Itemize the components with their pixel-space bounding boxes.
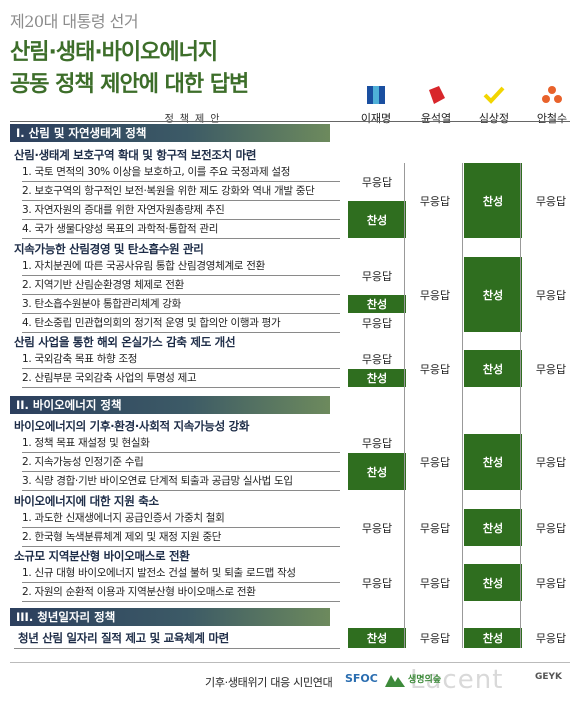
column-separator	[520, 163, 521, 648]
answer-cell: 무응답	[535, 194, 567, 208]
candidate-yoon: 윤석열	[406, 84, 466, 126]
list-item: 2. 지역기반 산림순환경영 체제로 전환	[22, 276, 340, 295]
candidate-ahn: 안철수	[522, 84, 580, 126]
list-item: 2. 산림부문 국외감축 사업의 투명성 제고	[22, 369, 340, 388]
answer-cell: 무응답	[361, 269, 393, 283]
page-title-line2: 공동 정책 제안에 대한 답변	[10, 72, 249, 97]
answer-cell: 찬성	[464, 350, 522, 387]
forest-logo: 생명의숲	[408, 675, 442, 685]
list-item: 4. 탄소중립 민관협의회의 정기적 운영 및 합의안 이행과 평가	[22, 314, 340, 333]
answer-cell: 찬성	[464, 163, 522, 238]
answer-cell: 찬성	[464, 434, 522, 490]
answer-cell: 찬성	[348, 369, 406, 387]
yellow-check-icon	[483, 86, 505, 104]
page-title-line1: 산림·생태·바이오에너지	[10, 40, 218, 65]
answer-cell: 무응답	[419, 576, 451, 590]
answer-cell: 찬성	[348, 628, 406, 648]
answer-cell: 무응답	[419, 288, 451, 302]
sfoc-logo: SFOC	[345, 672, 378, 685]
answer-cell: 무응답	[361, 576, 393, 590]
blue-square-icon	[367, 86, 385, 104]
candidate-sim: 심상정	[464, 84, 524, 126]
subsection-title: 산림 사업을 통한 해외 온실가스 감축 제도 개선	[14, 335, 236, 349]
answer-cell: 무응답	[535, 576, 567, 590]
answer-cell: 찬성	[348, 201, 406, 238]
subsection-title: 산림·생태계 보호구역 확대 및 항구적 보전조치 마련	[14, 148, 257, 162]
list-item: 3. 자연자원의 증대를 위한 자연자원총량제 추진	[22, 201, 340, 220]
answer-cell: 찬성	[464, 564, 522, 601]
column-separator	[462, 163, 463, 648]
list-item: 2. 한국형 녹색분류체계 제외 및 재정 지원 중단	[22, 528, 340, 547]
geyk-logo: GEYK	[535, 672, 563, 682]
tree-logo-icon	[385, 672, 405, 687]
answer-cell: 무응답	[361, 353, 393, 366]
column-header: 정책제안	[164, 114, 226, 125]
list-item: 1. 정책 목표 재설정 및 현실화	[22, 434, 340, 453]
header-divider	[10, 121, 570, 122]
answer-cell: 무응답	[361, 437, 393, 450]
answer-cell: 무응답	[535, 456, 567, 469]
watermark: Lacent	[410, 665, 504, 695]
list-item: 2. 지속가능성 인정기준 수립	[22, 453, 340, 472]
answer-cell: 찬성	[464, 257, 522, 332]
column-separator	[404, 163, 405, 648]
answer-cell: 무응답	[535, 632, 567, 645]
row-divider	[14, 648, 340, 649]
red-diamond-icon	[429, 86, 445, 104]
answer-cell: 무응답	[361, 317, 393, 330]
section-title: I. 산림 및 자연생태계 정책	[10, 124, 330, 142]
list-item: 3. 식량 경합·기반 바이오연료 단계적 퇴출과 공급망 실사법 도입	[22, 472, 340, 491]
answer-cell: 무응답	[419, 362, 451, 376]
answer-cell: 무응답	[535, 362, 567, 376]
answer-cell: 무응답	[535, 521, 567, 535]
answer-cell: 무응답	[419, 632, 451, 645]
answer-cell: 무응답	[419, 521, 451, 535]
answer-cell: 무응답	[361, 175, 393, 189]
answer-cell: 무응답	[535, 288, 567, 302]
section-title: III. 청년일자리 정책	[10, 608, 330, 626]
subsection-title: 바이오에너지에 대한 지원 축소	[14, 494, 159, 508]
answer-cell: 찬성	[348, 295, 406, 313]
list-item: 3. 탄소흡수원분야 통합관리체계 강화	[22, 295, 340, 314]
list-item: 2. 보호구역의 항구적인 보전·복원을 위한 제도 강화와 역내 개발 중단	[22, 182, 340, 201]
answer-cell: 찬성	[464, 509, 522, 546]
subsection-title: 바이오에너지의 기후·환경·사회적 지속가능성 강화	[14, 419, 250, 433]
candidate-lee: 이재명	[346, 84, 406, 126]
list-item: 1. 과도한 신재생에너지 공급인증서 가중치 철회	[22, 509, 340, 528]
list-item: 1. 신규 대형 바이오에너지 발전소 건설 불허 및 퇴출 로드맵 작성	[22, 564, 340, 583]
subsection-title: 청년 산림 일자리 질적 제고 및 교육체계 마련	[18, 631, 229, 645]
subsection-title: 지속가능한 산림경영 및 탄소흡수원 관리	[14, 242, 204, 256]
list-item: 1. 국토 면적의 30% 이상을 보호하고, 이를 주요 국정과제 설정	[22, 163, 340, 182]
list-item: 1. 자치분권에 따른 국공사유림 통합 산림경영체계로 전환	[22, 257, 340, 276]
answer-cell: 무응답	[419, 456, 451, 469]
list-item: 1. 국외감축 목표 하향 조정	[22, 350, 340, 369]
subsection-title: 소규모 지역분산형 바이오매스로 전환	[14, 549, 190, 563]
election-title: 제20대 대통령 선거	[10, 12, 139, 31]
footer-org: 기후·생태위기 대응 시민연대	[205, 676, 333, 689]
section-title: II. 바이오에너지 정책	[10, 396, 330, 414]
footer-divider	[10, 662, 570, 663]
list-item: 4. 국가 생물다양성 목표의 과학적·통합적 관리	[22, 220, 340, 239]
list-item: 2. 자원의 순환적 이용과 지역분산형 바이오매스로 전환	[22, 583, 340, 602]
answer-cell: 찬성	[464, 628, 522, 648]
answer-cell: 찬성	[348, 453, 406, 490]
answer-cell: 무응답	[361, 521, 393, 535]
answer-cell: 무응답	[419, 194, 451, 208]
orange-dots-icon	[542, 86, 562, 103]
